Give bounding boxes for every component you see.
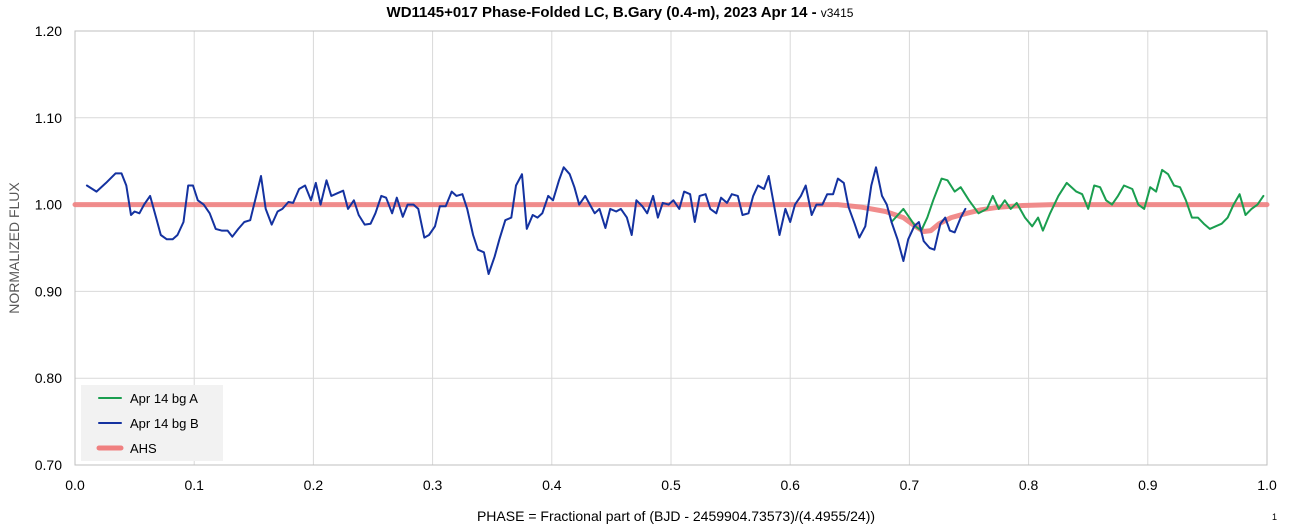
series-line-ahs [72, 202, 1270, 234]
plot-area [74, 30, 1268, 466]
x-tick-label: 0.5 [661, 477, 681, 493]
x-tick-label: 0.2 [304, 477, 324, 493]
axis-layer: 0.0 0.1 0.2 0.3 0.4 0.5 0.6 0.7 0.8 0.9 1.0 0.70 0.8… [35, 23, 1277, 493]
y-tick-label: 1.20 [35, 23, 62, 39]
grid-layer [74, 30, 1268, 466]
x-tick-label: 0.4 [542, 477, 562, 493]
x-tick-label: 0.3 [423, 477, 443, 493]
x-tick-label: 0.0 [65, 477, 85, 493]
y-tick-label: 0.90 [35, 283, 62, 299]
legend: Apr 14 bg A Apr 14 bg B AHS [81, 385, 223, 461]
x-tick-label: 0.7 [900, 477, 920, 493]
chart-title-version: v3415 [820, 6, 854, 20]
legend-label: Apr 14 bg A [130, 391, 198, 406]
chart-title: WD1145+017 Phase-Folded LC, B.Gary (0.4-… [0, 4, 1240, 21]
x-tick-label: 0.6 [780, 477, 800, 493]
x-tick-label: 0.1 [184, 477, 204, 493]
x-tick-label: 0.8 [1019, 477, 1039, 493]
x-tick-label: 0.9 [1138, 477, 1158, 493]
y-axis-label: NORMALIZED FLUX [6, 182, 22, 314]
y-tick-label: 0.70 [35, 457, 62, 473]
chart-title-main: WD1145+017 Phase-Folded LC, B.Gary (0.4-… [386, 4, 821, 21]
y-tick-label: 1.10 [35, 110, 62, 126]
x-axis-label: PHASE = Fractional part of (BJD - 245990… [477, 508, 875, 524]
page-number: 1 [1272, 512, 1277, 522]
x-tick-label: 1.0 [1257, 477, 1277, 493]
legend-label: Apr 14 bg B [130, 416, 199, 431]
y-tick-label: 1.00 [35, 197, 62, 213]
series-line-apr-14-bg-b [85, 166, 967, 275]
series-layer [72, 166, 1270, 275]
series-line-apr-14-bg-a [890, 168, 1265, 232]
y-tick-label: 0.80 [35, 370, 62, 386]
legend-label: AHS [130, 441, 157, 456]
